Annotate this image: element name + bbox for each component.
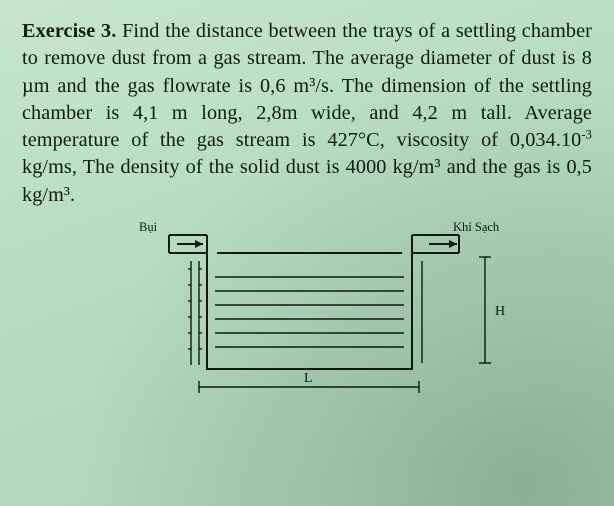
outlet-label: Khí Sạch xyxy=(453,220,500,234)
exercise-label: Exercise 3. xyxy=(22,20,116,42)
length-label: L xyxy=(304,371,313,386)
settling-chamber-diagram: Bụi Khí Sạch L H xyxy=(87,213,527,408)
figure-wrap: Bụi Khí Sạch L H xyxy=(22,213,592,408)
exercise-text: Exercise 3. Find the distance between th… xyxy=(22,18,592,209)
inlet-label: Bụi xyxy=(139,220,158,234)
viscosity-exponent: -3 xyxy=(581,127,592,141)
height-label: H xyxy=(495,304,505,319)
exercise-body-2: kg/ms, The density of the solid dust is … xyxy=(22,156,592,205)
